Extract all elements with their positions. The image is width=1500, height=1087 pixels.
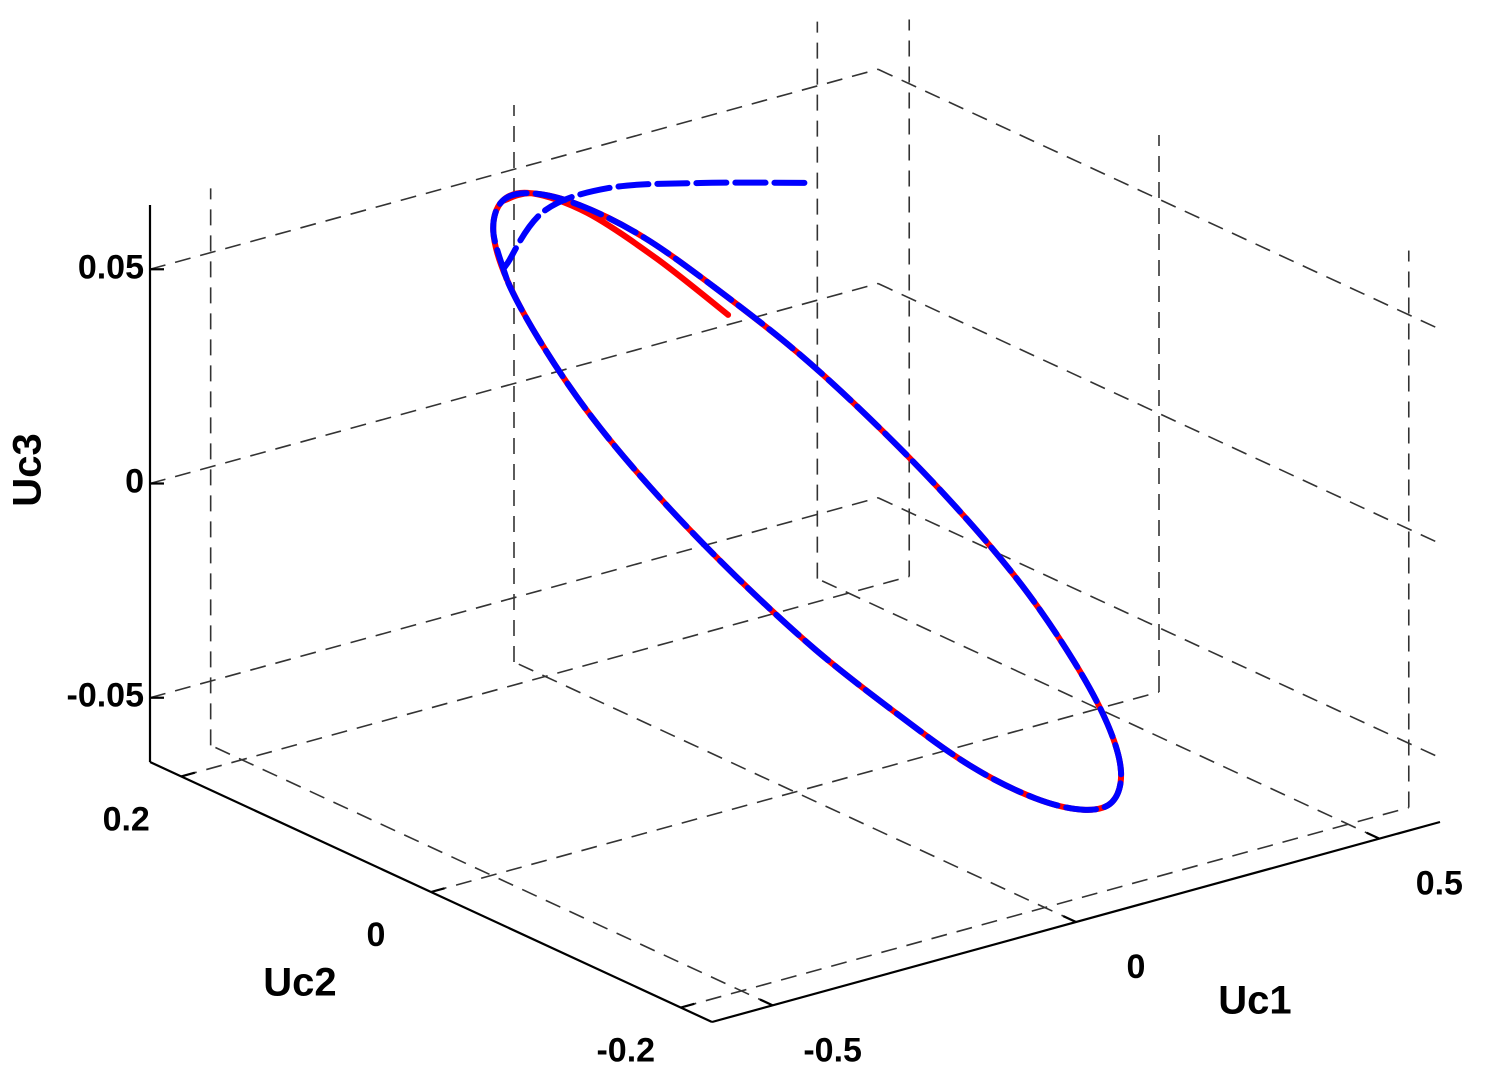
x-tick-label: 0 bbox=[1127, 948, 1146, 986]
grid-line bbox=[181, 575, 910, 778]
data-line bbox=[490, 179, 1125, 813]
y-tick bbox=[680, 1002, 695, 1009]
x-tick bbox=[1062, 915, 1077, 923]
z-tick-label: 0 bbox=[125, 462, 144, 500]
x-tick bbox=[1366, 831, 1380, 840]
grid-line bbox=[149, 68, 879, 271]
x-tick-label: 0.5 bbox=[1416, 865, 1463, 903]
x-tick bbox=[759, 998, 774, 1007]
x-tick-label: -0.5 bbox=[803, 1031, 862, 1069]
data-line bbox=[490, 189, 1125, 813]
grid-line bbox=[680, 806, 1409, 1009]
y-tick-label: -0.2 bbox=[596, 1032, 655, 1070]
grid-line bbox=[430, 691, 1160, 893]
y-axis-label: Uc2 bbox=[263, 961, 336, 1005]
x-axis-label: Uc1 bbox=[1218, 979, 1291, 1023]
y-tick bbox=[180, 771, 196, 778]
y-tick-label: 0.2 bbox=[103, 800, 150, 838]
z-tick-label: -0.05 bbox=[67, 677, 145, 715]
z-tick-label: 0.05 bbox=[78, 248, 144, 286]
z-axis-label: Uc3 bbox=[6, 433, 50, 506]
plot-area bbox=[490, 179, 1125, 813]
grid-line bbox=[149, 496, 879, 699]
grid bbox=[149, 19, 1441, 1009]
y-tick bbox=[430, 887, 445, 894]
axes: -0.05 0 0.05 -0.5 0 0.5 -0.2 0 0.2 bbox=[67, 205, 1463, 1070]
y-tick-label: 0 bbox=[367, 916, 386, 954]
